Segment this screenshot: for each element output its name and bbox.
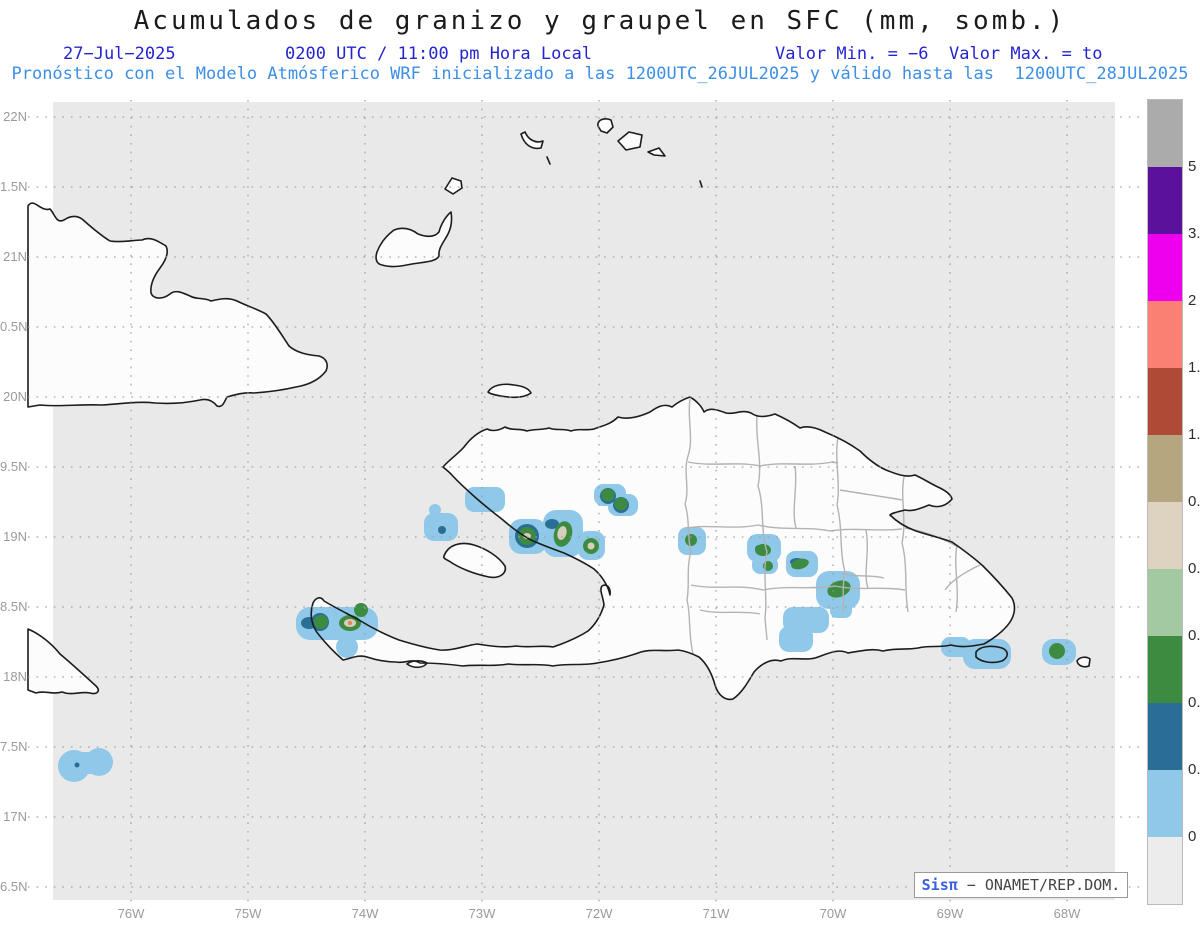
colorbar-tick-label: 0.8 — [1188, 493, 1200, 510]
y-axis-label: 20N — [3, 389, 27, 404]
colorbar-tick-label: 0.05 — [1188, 761, 1200, 778]
x-axis-label: 68W — [1053, 906, 1081, 921]
y-axis-label: 1.5N — [0, 179, 28, 194]
colorbar-segment — [1148, 502, 1182, 569]
y-axis-label: 9.5N — [0, 459, 28, 474]
colorbar-tick-label: 0.3 — [1188, 627, 1200, 644]
credit-text: − ONAMET/REP.DOM. — [957, 876, 1121, 894]
y-axis-label: 0.5N — [0, 319, 28, 334]
colorbar-segment — [1148, 234, 1182, 301]
y-axis-label: 7.5N — [0, 739, 28, 754]
x-axis-label: 74W — [351, 906, 379, 921]
province-borders — [684, 398, 981, 655]
x-axis-label: 70W — [819, 906, 847, 921]
colorbar-segment — [1148, 167, 1182, 234]
y-axis-label: 8.5N — [0, 599, 28, 614]
colorbar-tick-label: 1.2 — [1188, 426, 1200, 443]
colorbar-tick-label: 3.5 — [1188, 225, 1200, 242]
page-title: Acumulados de granizo y graupel en SFC (… — [133, 6, 1067, 36]
colorbar-segment — [1148, 569, 1182, 636]
colorbar-tick-label: 0.1 — [1188, 694, 1200, 711]
x-axis-label: 72W — [585, 906, 613, 921]
hail-level-max-core — [347, 620, 353, 626]
colorbar-segment — [1148, 636, 1182, 703]
credit-box: Sisπ − ONAMET/REP.DOM. — [914, 872, 1128, 898]
x-axis-label: 75W — [234, 906, 262, 921]
y-axis-label: 22N — [3, 109, 27, 124]
x-axis-label: 69W — [936, 906, 964, 921]
sispi-logo: Sisπ — [921, 876, 958, 894]
y-axis-label: 18N — [3, 669, 27, 684]
x-axis-label: 76W — [117, 906, 145, 921]
colorbar-tick-label: 5 — [1188, 158, 1197, 175]
colorbar-tick-label: 0.5 — [1188, 560, 1200, 577]
y-axis-label: 21N — [3, 249, 27, 264]
forecast-date: 27−Jul−2025 — [63, 44, 176, 64]
model-run-info: Pronóstico con el Modelo Atmósferico WRF… — [11, 64, 1189, 84]
colorbar-tick-label: 1.5 — [1188, 359, 1200, 376]
colorbar-segment — [1148, 100, 1182, 167]
colorbar-segment — [1148, 301, 1182, 368]
colorbar-segment — [1148, 837, 1182, 904]
x-axis-label: 73W — [468, 906, 496, 921]
x-axis-label: 71W — [702, 906, 730, 921]
colorbar-segment — [1148, 703, 1182, 770]
colorbar-segment — [1148, 435, 1182, 502]
colorbar-tick-label: 0 — [1188, 828, 1197, 845]
colorbar-tick-label: 2 — [1188, 292, 1197, 309]
y-axis-label: 19N — [3, 529, 27, 544]
forecast-valid-time: 0200 UTC / 11:00 pm Hora Local — [285, 44, 593, 64]
value-min-max: Valor Min. = −6 Valor Max. = to — [775, 44, 1103, 64]
colorbar-segment — [1148, 770, 1182, 837]
hail-level-05-08 — [344, 526, 595, 627]
colorbar-frame — [1147, 99, 1183, 905]
y-axis-label: 6.5N — [0, 879, 28, 894]
colorbar-segment — [1148, 368, 1182, 435]
y-axis-label: 17N — [3, 809, 27, 824]
